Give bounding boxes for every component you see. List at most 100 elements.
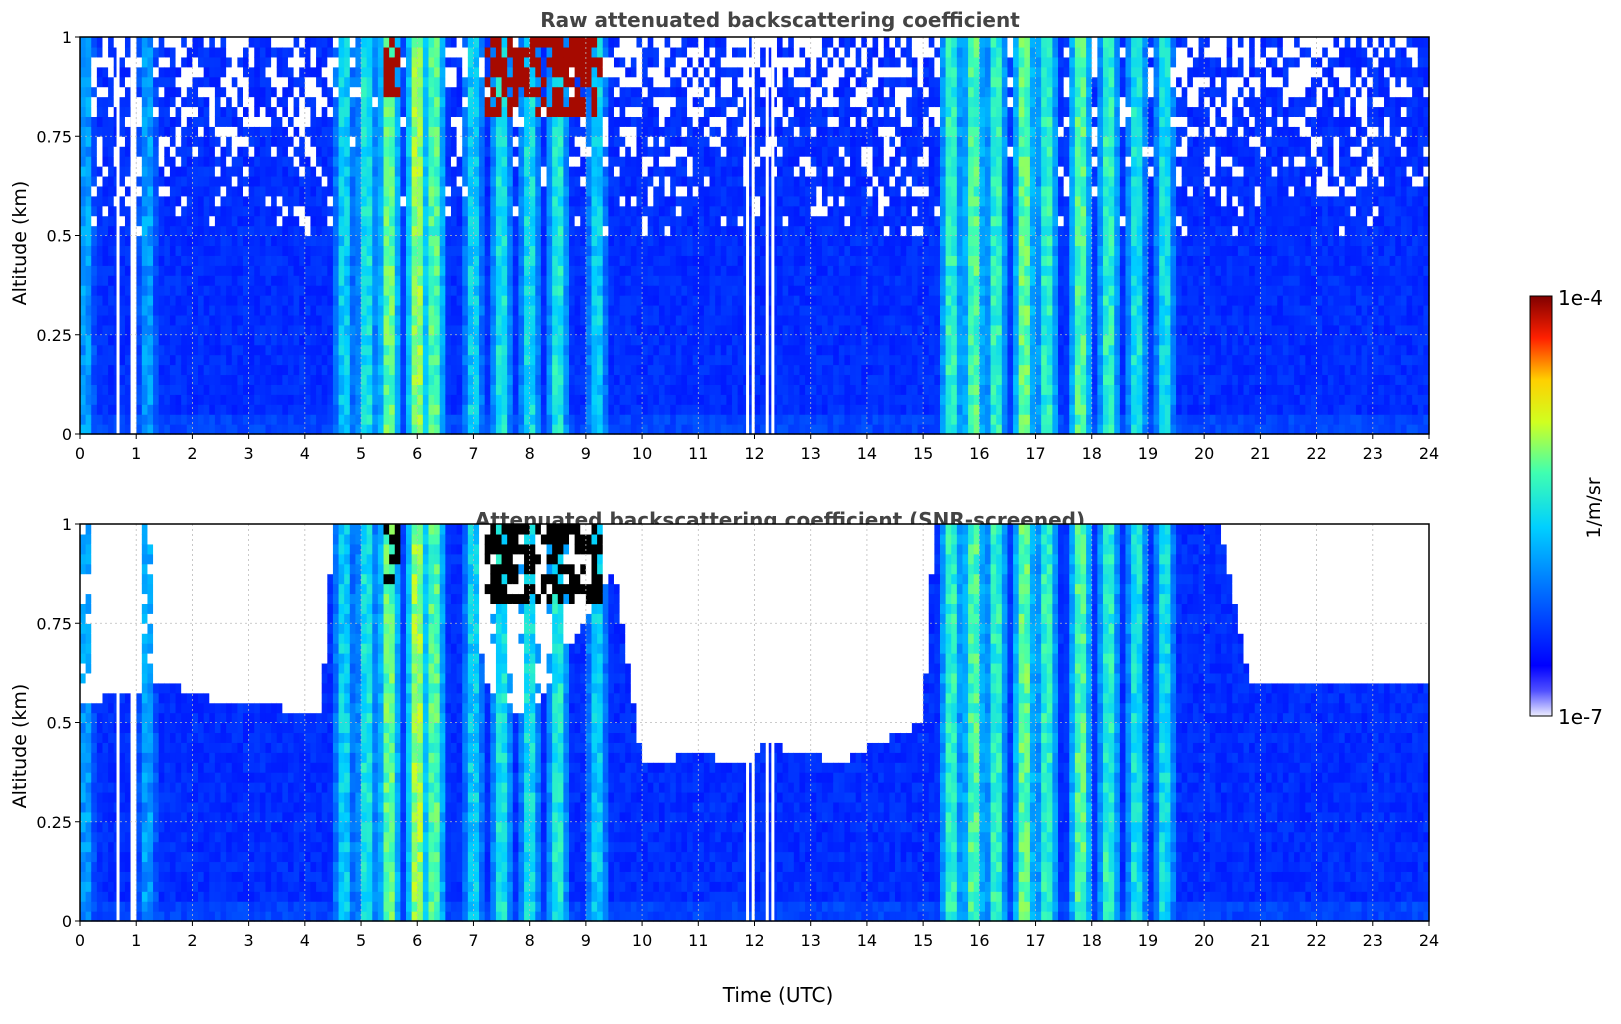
heatmap-cell: [221, 404, 227, 415]
heatmap-cell: [316, 255, 322, 266]
heatmap-cell: [153, 146, 159, 157]
heatmap-cell: [164, 404, 170, 415]
heatmap-cell: [687, 255, 693, 266]
heatmap-cell: [642, 206, 648, 217]
heatmap-cell: [614, 196, 620, 207]
heatmap-cell: [142, 305, 148, 316]
heatmap-cell: [198, 97, 204, 108]
heatmap-cell: [277, 355, 283, 366]
heatmap-cell: [698, 295, 704, 306]
heatmap-cell: [97, 255, 103, 266]
heatmap-cell: [327, 404, 333, 415]
heatmap-cell: [226, 196, 232, 207]
heatmap-cell: [204, 265, 210, 276]
heatmap-cell: [445, 335, 451, 346]
heatmap-cell: [361, 384, 367, 395]
heatmap-cell: [288, 206, 294, 217]
heatmap-cell: [159, 414, 165, 425]
heatmap-cell: [462, 37, 468, 48]
heatmap-cell: [732, 404, 738, 415]
heatmap-cell: [428, 136, 434, 147]
heatmap-cell: [361, 196, 367, 207]
heatmap-cell: [423, 325, 429, 336]
heatmap-cell: [535, 374, 541, 385]
heatmap-cell: [434, 77, 440, 88]
heatmap-cell: [428, 265, 434, 276]
heatmap-cell: [614, 176, 620, 187]
heatmap-cell: [237, 196, 243, 207]
heatmap-cell: [732, 67, 738, 78]
heatmap-cell: [681, 255, 687, 266]
heatmap-cell: [670, 245, 676, 256]
heatmap-cell: [215, 106, 221, 117]
heatmap-cell: [237, 305, 243, 316]
heatmap-cell: [502, 285, 508, 296]
heatmap-cell: [80, 345, 86, 356]
heatmap-cell: [282, 186, 288, 197]
heatmap-cell: [384, 156, 390, 167]
heatmap-cell: [378, 97, 384, 108]
heatmap-cell: [153, 255, 159, 266]
panel-1-title: Raw attenuated backscattering coefficien…: [540, 8, 1020, 32]
heatmap-cell: [271, 186, 277, 197]
heatmap-cell: [434, 245, 440, 256]
heatmap-cell: [232, 196, 238, 207]
heatmap-cell: [704, 116, 710, 127]
heatmap-cell: [142, 47, 148, 58]
heatmap-cell: [97, 424, 103, 435]
heatmap-cell: [417, 206, 423, 217]
heatmap-cell: [552, 77, 558, 88]
heatmap-cell: [249, 295, 255, 306]
heatmap-cell: [97, 345, 103, 356]
heatmap-cell: [665, 146, 671, 157]
heatmap-cell: [198, 384, 204, 395]
heatmap-cell: [164, 414, 170, 425]
heatmap-cell: [434, 226, 440, 237]
heatmap-cell: [755, 97, 761, 108]
heatmap-cell: [518, 414, 524, 425]
heatmap-cell: [80, 424, 86, 435]
heatmap-cell: [260, 116, 266, 127]
heatmap-cell: [569, 146, 575, 157]
heatmap-cell: [322, 275, 328, 286]
heatmap-cell: [271, 77, 277, 88]
heatmap-cell: [125, 255, 131, 266]
heatmap-cell: [361, 345, 367, 356]
heatmap-cell: [687, 206, 693, 217]
heatmap-cell: [170, 67, 176, 78]
heatmap-cell: [496, 374, 502, 385]
heatmap-cell: [221, 325, 227, 336]
heatmap-cell: [653, 404, 659, 415]
heatmap-cell: [265, 47, 271, 58]
heatmap-cell: [726, 255, 732, 266]
heatmap-cell: [159, 365, 165, 376]
heatmap-cell: [541, 365, 547, 376]
heatmap-cell: [473, 325, 479, 336]
heatmap-cell: [198, 226, 204, 237]
heatmap-cell: [102, 116, 108, 127]
heatmap-cell: [738, 325, 744, 336]
heatmap-cell: [569, 136, 575, 147]
heatmap-cell: [659, 77, 665, 88]
heatmap-cell: [406, 47, 412, 58]
heatmap-cell: [462, 196, 468, 207]
heatmap-cell: [108, 186, 114, 197]
heatmap-cell: [350, 156, 356, 167]
heatmap-cell: [125, 374, 131, 385]
heatmap-cell: [726, 126, 732, 137]
heatmap-cell: [384, 146, 390, 157]
heatmap-cell: [738, 47, 744, 58]
heatmap-cell: [642, 77, 648, 88]
heatmap-cell: [648, 97, 654, 108]
heatmap-cell: [760, 325, 766, 336]
heatmap-cell: [361, 236, 367, 247]
heatmap-cell: [209, 265, 215, 276]
heatmap-cell: [322, 156, 328, 167]
heatmap-cell: [333, 57, 339, 68]
heatmap-cell: [535, 236, 541, 247]
heatmap-cell: [265, 285, 271, 296]
heatmap-cell: [125, 315, 131, 326]
heatmap-cell: [676, 265, 682, 276]
heatmap-cell: [316, 384, 322, 395]
heatmap-cell: [260, 414, 266, 425]
